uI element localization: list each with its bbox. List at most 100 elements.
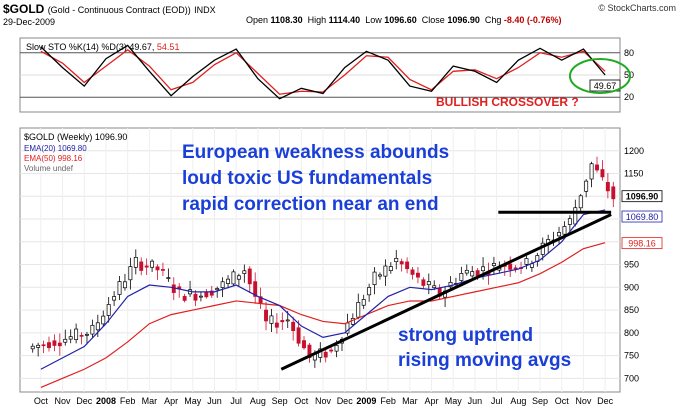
candle-body — [274, 322, 279, 328]
candle-body — [215, 288, 220, 291]
candle-body — [139, 261, 144, 271]
legend-ema50: EMA(50) 998.16 — [24, 154, 83, 163]
candle-body — [464, 269, 469, 274]
candle-body — [280, 320, 285, 323]
candle-body — [52, 340, 57, 346]
candle-body — [220, 281, 225, 288]
candle-body — [383, 265, 388, 277]
x-tick-label: Dec — [76, 396, 93, 406]
x-tick-label: 2008 — [96, 396, 116, 406]
candle-body — [323, 351, 328, 358]
annotation-line-5: rising moving avgs — [398, 350, 571, 371]
x-tick-label: Oct — [34, 396, 49, 406]
candle-body — [253, 281, 258, 297]
candle-body — [611, 186, 616, 200]
stockcharts-credit: © StockCharts.com — [598, 3, 676, 13]
candle-body — [557, 232, 561, 237]
x-tick-label: Aug — [510, 396, 526, 406]
candle-body — [285, 319, 290, 322]
candle-body — [475, 270, 480, 277]
price-label-box — [621, 237, 663, 250]
candle-body — [166, 277, 171, 279]
candle-body — [264, 309, 268, 322]
annotation-line-3: rapid correction near an end — [182, 194, 439, 215]
price-label-text: 1069.80 — [626, 212, 659, 222]
x-tick-label: Nov — [575, 396, 592, 406]
chg-value: -8.40 (-0.76%) — [503, 15, 562, 25]
candle-body — [247, 268, 252, 285]
high-value: 1114.40 — [328, 15, 361, 25]
x-tick-label: Jun — [207, 396, 222, 406]
x-tick-label: Feb — [380, 396, 396, 406]
stochastic-last-box — [589, 79, 621, 92]
candle-body — [144, 265, 149, 268]
candle-body — [508, 263, 513, 270]
candle-body — [291, 321, 296, 331]
chg-label: Chg — [484, 15, 502, 25]
candle-body — [160, 269, 165, 271]
x-tick-label: May — [445, 396, 463, 406]
candle-body — [128, 266, 133, 281]
x-tick-label: Oct — [555, 396, 570, 406]
x-tick-label: Oct — [294, 396, 309, 406]
candle-body — [106, 304, 111, 316]
x-tick-label: 2009 — [356, 396, 376, 406]
price-labels: 1096.90 1069.80 998.16 — [621, 190, 663, 250]
candle-body — [399, 261, 404, 265]
candle-body — [112, 296, 117, 301]
price-tick-label: 1200 — [624, 146, 644, 156]
stochastic-k-line — [40, 44, 606, 100]
candle-body — [595, 164, 599, 171]
price-label-text: 1096.90 — [626, 192, 659, 202]
x-tick-label: Mar — [402, 396, 418, 406]
candle-body — [416, 272, 420, 278]
ema20-line — [40, 209, 606, 370]
stochastic-last-label: 49.67 — [594, 81, 617, 91]
candle-body — [90, 324, 95, 335]
candle-body — [481, 266, 486, 272]
candle-body — [85, 333, 89, 336]
price-ticks: 12001150110010501000950900850800750700 — [624, 146, 644, 384]
candle-body — [334, 344, 339, 352]
x-tick-label: Nov — [315, 396, 332, 406]
candle-body — [47, 342, 51, 349]
trendlines — [280, 210, 612, 371]
candle-body — [361, 299, 366, 306]
x-tick-label: Sep — [532, 396, 548, 406]
candle-body — [63, 338, 68, 343]
candle-body — [584, 180, 589, 192]
stochastic-tick-label: 80 — [624, 48, 634, 58]
candle-body — [198, 295, 203, 298]
candle-body — [117, 281, 122, 295]
candle-body — [296, 327, 301, 344]
low-label: Low — [365, 15, 382, 25]
candle-body — [562, 226, 567, 235]
candle-body — [410, 269, 415, 275]
low-value: 1096.60 — [384, 15, 417, 25]
candle-body — [74, 328, 79, 340]
price-label-box — [621, 210, 663, 223]
price-legend: $GOLD (Weekly) 1096.90 — [24, 132, 127, 142]
candle-body — [372, 271, 377, 286]
candle-body — [133, 257, 138, 268]
open-label: Open — [246, 15, 269, 25]
candle-body — [578, 195, 583, 209]
candle-body — [367, 287, 372, 296]
price-tick-label: 750 — [624, 351, 639, 361]
annotation-line-2: loud toxic US fundamentals — [182, 168, 432, 189]
chart-title: $GOLD (Gold - Continuous Contract (EOD))… — [3, 2, 216, 16]
price-tick-label: 900 — [624, 282, 639, 292]
candle-body — [513, 267, 518, 270]
candle-body — [302, 340, 306, 349]
x-axis-ticks: Oct Nov Dec 2008 Feb Mar Apr May Jun Jul Aug Sep Oct… — [34, 396, 614, 406]
candle-body — [524, 258, 529, 265]
open-value: 1108.30 — [270, 15, 303, 25]
candle-body — [95, 322, 100, 331]
candle-body — [356, 302, 361, 318]
stochastic-grid — [20, 52, 620, 98]
candle-body — [204, 291, 209, 298]
candle-body — [388, 266, 393, 271]
annotation-line-4: strong uptrend — [398, 325, 533, 346]
